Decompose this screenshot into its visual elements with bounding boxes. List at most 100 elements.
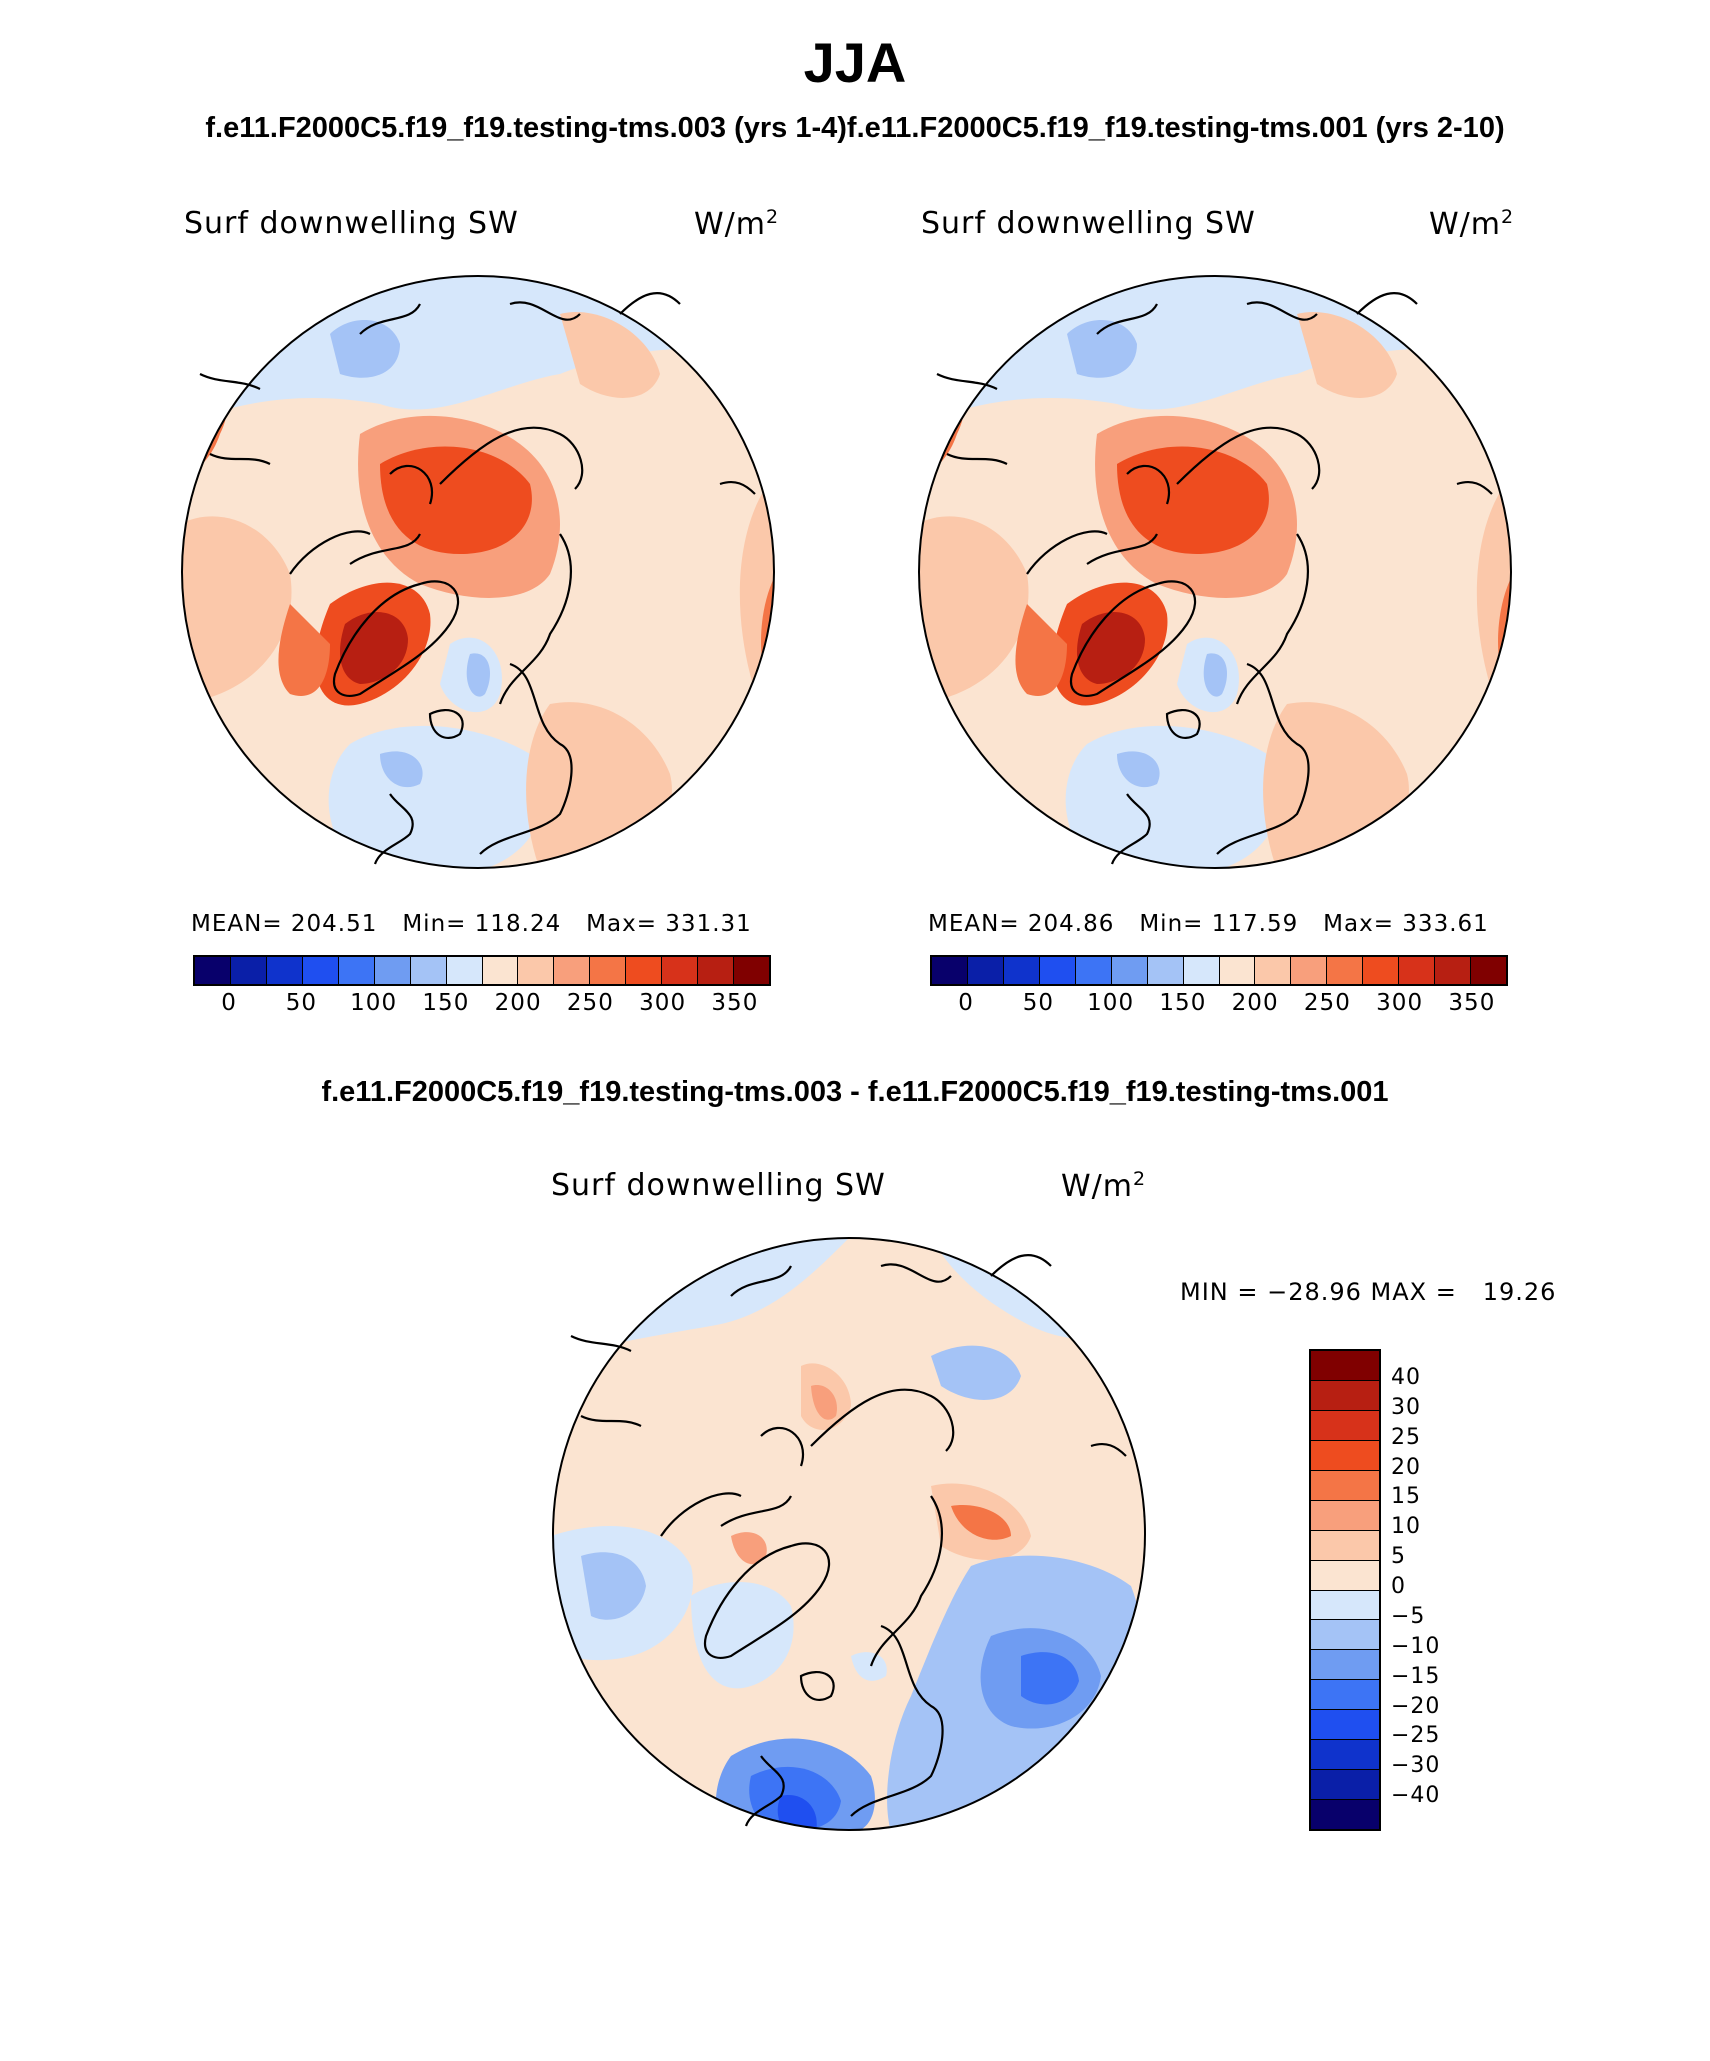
panel2-colorbar-swatch — [1254, 957, 1291, 984]
diff-legend-swatch — [1311, 1739, 1379, 1770]
diff-legend-labels: 40 30 25 20 15 10 5 0 −5 −10 −15 −20 −25 −30 −40 — [1391, 1349, 1511, 1827]
diff-legend-swatch — [1311, 1799, 1379, 1829]
panel2-colorbar-tick: 50 — [1022, 990, 1055, 1016]
diff-legend-swatch — [1311, 1709, 1379, 1740]
diff-variable: Surf downwelling SW — [551, 1168, 886, 1203]
panel2-colorbar-tick: 100 — [1087, 990, 1135, 1016]
panel1-colorbar-tick: 100 — [350, 990, 398, 1016]
panel1-colorbar-swatch — [265, 957, 302, 984]
diff-legend-label: −25 — [1391, 1723, 1441, 1749]
panel1-colorbar-swatch — [373, 957, 410, 984]
panel1-colorbar-swatch — [301, 957, 338, 984]
panel2-units: W/m2 — [1429, 206, 1515, 242]
panel2-colorbar-swatch — [932, 957, 967, 984]
panel1-colorbar-swatch — [445, 957, 482, 984]
diff-legend-swatch — [1311, 1409, 1379, 1440]
panel1-colorbar-tick: 250 — [566, 990, 614, 1016]
diff-legend-label: 25 — [1391, 1424, 1421, 1450]
panel1-colorbar-tick: 350 — [711, 990, 759, 1016]
panel1-colorbar-swatch — [661, 957, 698, 984]
panel2-colorbar-tick: 150 — [1159, 990, 1207, 1016]
diff-legend-swatch — [1311, 1351, 1379, 1380]
diff-units: W/m2 — [1061, 1168, 1147, 1204]
diff-legend-label: 5 — [1391, 1544, 1406, 1570]
panel2-variable: Surf downwelling SW — [921, 206, 1256, 241]
panel2-colorbar-swatch — [966, 957, 1003, 984]
diff-map — [552, 1237, 1146, 1831]
panel1-colorbar-tick: 0 — [221, 990, 237, 1016]
panel1-colorbar-swatch — [195, 957, 230, 984]
diff-title: f.e11.F2000C5.f19_f19.testing-tms.003 - … — [321, 1076, 1389, 1108]
panel2-colorbar-tick: 0 — [958, 990, 974, 1016]
panel2-colorbar-swatch — [1290, 957, 1327, 984]
panel2-colorbar-ticks: 0 50 100 150 200 250 300 350 — [930, 990, 1508, 1020]
diff-legend-label: −5 — [1391, 1603, 1426, 1629]
panel1-colorbar — [193, 955, 771, 986]
panel1-variable: Surf downwelling SW — [184, 206, 519, 241]
panel2-colorbar-swatch — [1434, 957, 1471, 984]
diff-legend-swatch — [1311, 1379, 1379, 1410]
panel1-colorbar-swatch — [733, 957, 769, 984]
panel2-colorbar-swatch — [1218, 957, 1255, 984]
panel1-colorbar-ticks: 0 50 100 150 200 250 300 350 — [193, 990, 771, 1020]
diff-legend-label: −40 — [1391, 1783, 1441, 1809]
diff-legend-swatch — [1311, 1469, 1379, 1500]
panel2-colorbar-swatch — [1398, 957, 1435, 984]
panel2-map — [918, 275, 1512, 869]
diff-legend-label: −20 — [1391, 1693, 1441, 1719]
panel1-colorbar-swatch — [409, 957, 446, 984]
panel1-colorbar-swatch — [697, 957, 734, 984]
panel1-colorbar-swatch — [481, 957, 518, 984]
panel1-stats: MEAN= 204.51 Min= 118.24 Max= 331.31 — [191, 911, 752, 937]
panel1-colorbar-tick: 200 — [494, 990, 542, 1016]
page-title: JJA — [803, 31, 907, 94]
diff-legend-label: −10 — [1391, 1633, 1441, 1659]
diff-legend-label: 15 — [1391, 1484, 1421, 1510]
diff-legend-swatch — [1311, 1589, 1379, 1620]
panel1-colorbar-tick: 50 — [285, 990, 318, 1016]
diff-minmax: MIN = −28.96 MAX = 19.26 — [1180, 1278, 1557, 1306]
panel1-colorbar-tick: 150 — [422, 990, 470, 1016]
panel2-colorbar-swatch — [1110, 957, 1147, 984]
panel2-colorbar-tick: 200 — [1231, 990, 1279, 1016]
diff-legend-swatch — [1311, 1499, 1379, 1530]
panel2-colorbar-swatch — [1326, 957, 1363, 984]
panel1-colorbar-swatch — [517, 957, 554, 984]
panel2-colorbar-swatch — [1074, 957, 1111, 984]
panel1-map — [181, 275, 775, 869]
panel2-colorbar-tick: 350 — [1448, 990, 1496, 1016]
diff-legend-label: 20 — [1391, 1454, 1421, 1480]
panel2-colorbar-swatch — [1470, 957, 1506, 984]
diff-legend-swatch — [1311, 1529, 1379, 1560]
panel2-colorbar — [930, 955, 1508, 986]
case-titles: f.e11.F2000C5.f19_f19.testing-tms.003 (y… — [205, 112, 1505, 144]
panel2-colorbar-swatch — [1038, 957, 1075, 984]
diff-legend-swatch — [1311, 1649, 1379, 1680]
diff-legend-swatch — [1311, 1619, 1379, 1650]
diff-legend-swatch — [1311, 1559, 1379, 1590]
panel2-stats: MEAN= 204.86 Min= 117.59 Max= 333.61 — [928, 911, 1489, 937]
panel2-colorbar-tick: 300 — [1376, 990, 1424, 1016]
diff-legend-swatch — [1311, 1769, 1379, 1800]
diff-legend-swatch — [1311, 1679, 1379, 1710]
panel1-colorbar-swatch — [625, 957, 662, 984]
diff-legend-label: 30 — [1391, 1394, 1421, 1420]
panel1-units: W/m2 — [694, 206, 780, 242]
panel2-colorbar-swatch — [1146, 957, 1183, 984]
panel2-colorbar-swatch — [1002, 957, 1039, 984]
diff-legend-label: 0 — [1391, 1574, 1406, 1599]
panel1-colorbar-swatch — [229, 957, 266, 984]
panel1-colorbar-tick: 300 — [639, 990, 687, 1016]
diff-legend-label: −15 — [1391, 1663, 1441, 1689]
panel1-colorbar-swatch — [589, 957, 626, 984]
diff-legend-label: 10 — [1391, 1514, 1421, 1540]
diff-legend-label: 40 — [1391, 1364, 1421, 1390]
panel1-colorbar-swatch — [337, 957, 374, 984]
diff-legend-swatch — [1311, 1439, 1379, 1470]
panel2-colorbar-swatch — [1362, 957, 1399, 984]
panel2-colorbar-swatch — [1182, 957, 1219, 984]
panel2-colorbar-tick: 250 — [1303, 990, 1351, 1016]
diff-legend-bar — [1309, 1349, 1381, 1831]
panel1-colorbar-swatch — [553, 957, 590, 984]
diff-legend-label: −30 — [1391, 1753, 1441, 1779]
